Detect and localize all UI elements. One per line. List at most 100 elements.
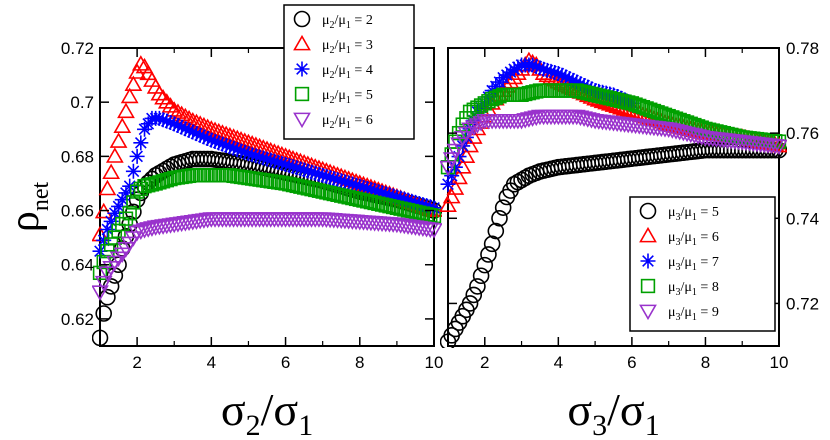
x-tick-label: 2 [132,353,141,372]
data-point [419,198,435,214]
data-point [561,71,577,87]
data-point [307,165,323,181]
data-point [196,129,212,145]
data-point [128,225,146,242]
legend: μ3/μ1 = 5 μ3/μ1 = 6 μ3/μ1 = 7 μ3/μ1 = 8 μ3/μ… [629,196,776,332]
legend-label: μ2/μ1 = 4 [322,63,373,81]
data-point [400,203,416,218]
data-point [457,126,476,143]
data-point [337,174,353,190]
data-point [124,75,143,91]
y-tick-label: 0.64 [61,256,94,275]
data-point [311,166,327,182]
data-point [613,93,629,108]
data-point [144,177,160,192]
data-point [151,110,167,126]
data-point [451,149,467,165]
data-point [211,135,227,151]
data-point [624,95,640,111]
y-tick-label: 0.62 [61,310,94,329]
data-point [128,63,146,79]
legend-label: μ2/μ1 = 2 [322,13,373,31]
data-point [613,90,629,106]
data-point [296,180,312,195]
data-point [674,125,693,142]
data-point [360,194,375,209]
data-point [494,199,512,216]
data-point [263,152,279,168]
data-point [461,295,479,312]
data-point [214,136,230,152]
data-point [609,89,625,105]
data-point [311,183,327,198]
data-point [285,177,301,193]
data-point [539,62,555,78]
x-tick-label: 2 [480,353,489,372]
data-point [378,198,393,213]
data-point [240,146,256,162]
data-point [425,223,442,239]
data-point [461,136,479,153]
data-point [367,195,382,211]
data-point [569,74,585,90]
data-point [440,176,456,192]
data-point [385,188,401,204]
data-point [442,152,461,168]
data-point [348,177,364,193]
data-point [344,176,360,192]
legend-marker [294,61,310,77]
data-point [109,251,128,268]
legend-box [629,196,776,332]
data-point [252,149,268,165]
data-point [248,148,264,164]
data-point [565,72,581,88]
data-point [488,90,503,105]
data-point [237,144,253,160]
data-point [528,58,544,74]
data-point [476,256,494,274]
y-axis-label: ρnet [2,182,54,233]
data-point [120,87,139,104]
data-point [330,172,346,188]
legend-label: μ3/μ1 = 8 [668,280,719,298]
x-tick-label: 8 [701,353,710,372]
data-point [770,139,787,156]
data-point [411,205,427,220]
data-point [381,187,397,203]
data-point [587,87,603,103]
data-series-group [440,51,787,348]
data-point [102,163,121,180]
data-point [308,182,323,198]
data-point [646,103,662,119]
data-point [576,85,592,100]
y-tick-label: 0.7 [70,93,94,112]
data-point [621,95,636,110]
y-tick-label: 0.78 [786,39,819,58]
legend-marker [293,34,311,51]
data-point [304,164,320,180]
data-point [161,97,180,113]
data-point [477,95,493,111]
data-point [355,179,371,195]
data-point [617,92,633,108]
data-point [159,173,174,188]
plot-frame [99,47,435,347]
data-point [624,96,640,111]
data-point [113,117,132,133]
data-point [594,84,610,100]
data-point [170,117,186,133]
data-series-group [92,55,442,347]
data-point [766,135,785,152]
x-tick-label: 4 [554,353,563,372]
data-point [442,187,461,204]
data-point [188,126,204,142]
data-point [105,147,124,163]
y-tick-label: 0.66 [61,202,94,221]
data-point [411,196,427,212]
data-point [259,151,275,167]
data-point [514,87,529,103]
data-point [218,138,234,154]
data-point [300,163,316,179]
data-point [318,168,334,184]
